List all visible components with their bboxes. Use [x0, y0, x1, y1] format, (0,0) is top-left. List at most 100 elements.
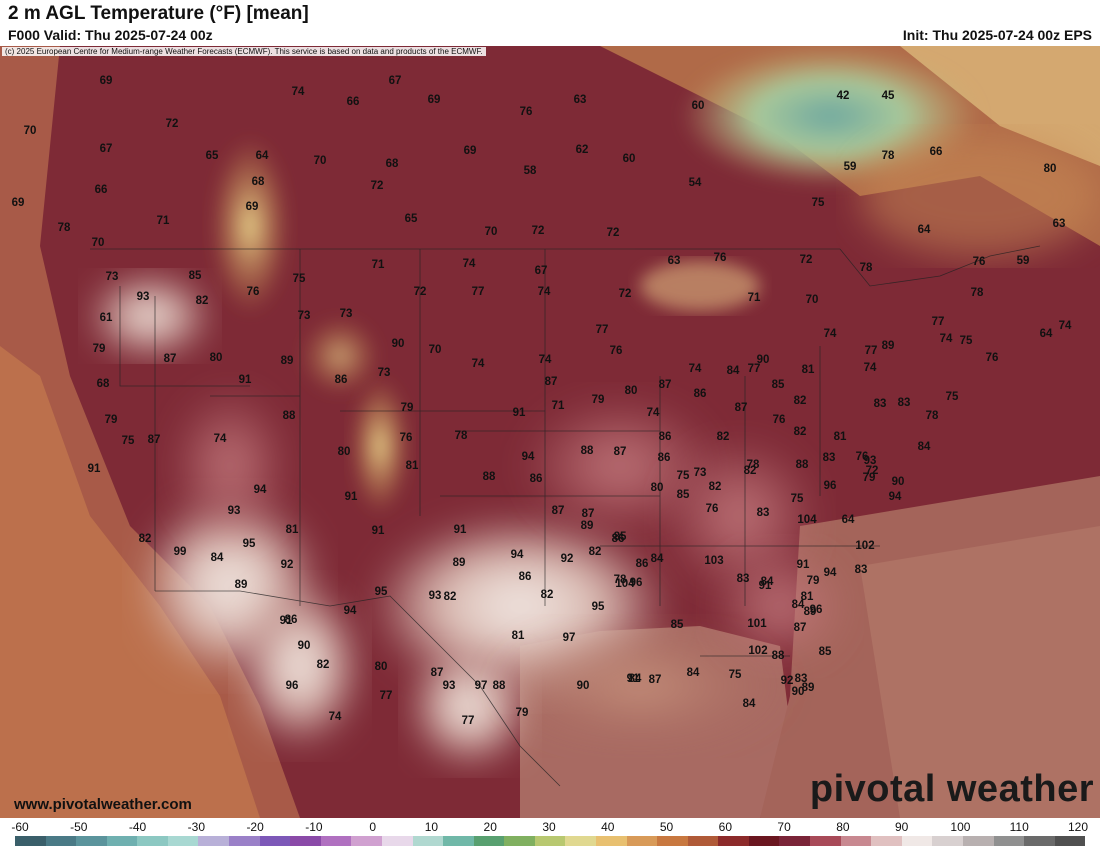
temperature-value: 88 [482, 471, 496, 483]
temperature-value: 70 [23, 125, 37, 137]
temperature-value: 68 [96, 378, 110, 390]
temperature-value: 63 [573, 94, 587, 106]
temperature-value: 69 [11, 197, 25, 209]
temperature-value: 74 [291, 86, 305, 98]
temperature-value: 78 [613, 574, 627, 586]
temperature-value: 74 [646, 407, 660, 419]
temperature-value: 74 [1058, 320, 1072, 332]
temperature-value: 86 [518, 571, 532, 583]
temperature-value: 73 [693, 467, 707, 479]
temperature-value: 74 [939, 333, 953, 345]
temperature-value: 90 [576, 680, 590, 692]
legend-color-swatch [901, 836, 933, 846]
legend-color-swatch [106, 836, 138, 846]
temperature-value: 79 [400, 402, 414, 414]
temperature-value: 65 [404, 213, 418, 225]
temperature-value: 84 [917, 441, 931, 453]
temperature-value: 99 [173, 546, 187, 558]
temperature-value: 91 [453, 524, 467, 536]
temperature-map[interactable]: (c) 2025 European Centre for Medium-rang… [0, 46, 1100, 818]
temperature-value: 76 [705, 503, 719, 515]
temperature-value: 93 [136, 291, 150, 303]
temperature-value: 91 [512, 407, 526, 419]
temperature-value: 82 [316, 659, 330, 671]
temperature-value: 78 [746, 459, 760, 471]
temperature-value: 78 [57, 222, 71, 234]
temperature-value: 76 [609, 345, 623, 357]
temperature-value: 75 [121, 435, 135, 447]
temperature-value: 60 [622, 153, 636, 165]
temperature-value: 63 [1052, 218, 1066, 230]
temperature-value: 83 [822, 452, 836, 464]
legend-tick-label: 110 [1009, 820, 1029, 834]
temperature-value: 88 [771, 650, 785, 662]
legend-tick-label: -30 [187, 820, 205, 834]
temperature-value: 78 [925, 410, 939, 422]
temperature-value: 72 [799, 254, 813, 266]
temperature-value: 90 [297, 640, 311, 652]
temperature-value: 72 [165, 118, 179, 130]
temperature-value: 66 [346, 96, 360, 108]
legend-tick-label: 40 [601, 820, 615, 834]
temperature-value: 89 [280, 355, 294, 367]
init-time: Init: Thu 2025-07-24 00z EPS [902, 27, 1092, 43]
legend-color-swatch [962, 836, 994, 846]
temperature-value: 91 [371, 525, 385, 537]
temperature-value: 80 [337, 446, 351, 458]
temperature-value: 80 [1043, 163, 1057, 175]
temperature-value: 64 [917, 224, 931, 236]
temperature-value: 84 [210, 552, 224, 564]
temperature-value: 94 [510, 549, 524, 561]
temperature-value: 85 [670, 619, 684, 631]
temperature-value: 76 [855, 451, 869, 463]
temperature-value: 91 [344, 491, 358, 503]
temperature-value: 71 [156, 215, 170, 227]
temperature-value: 75 [676, 470, 690, 482]
temperature-value: 83 [873, 398, 887, 410]
temperature-value: 59 [1016, 255, 1030, 267]
temperature-value: 72 [370, 180, 384, 192]
temperature-value: 76 [519, 106, 533, 118]
legend-tick-label: 70 [777, 820, 791, 834]
legend-color-swatch [748, 836, 780, 846]
temperature-value: 60 [691, 100, 705, 112]
temperature-value: 84 [650, 553, 664, 565]
temperature-value: 87 [430, 667, 444, 679]
temperature-value: 79 [862, 472, 876, 484]
temperature-value: 90 [791, 686, 805, 698]
temperature-value: 89 [803, 606, 817, 618]
temperature-value: 88 [492, 680, 506, 692]
temperature-value: 74 [823, 328, 837, 340]
temperature-value: 71 [371, 259, 385, 271]
temperature-value: 81 [800, 591, 814, 603]
temperature-value: 74 [863, 362, 877, 374]
legend-color-swatch [840, 836, 872, 846]
temperature-value: 96 [629, 577, 643, 589]
legend-tick-label: -50 [70, 820, 88, 834]
temperature-value: 95 [242, 538, 256, 550]
temperature-value: 72 [865, 465, 879, 477]
legend-color-swatch [534, 836, 566, 846]
temperature-value: 72 [606, 227, 620, 239]
temperature-value: 54 [688, 177, 702, 189]
legend-color-swatch [473, 836, 505, 846]
legend-color-swatch [15, 836, 46, 846]
legend-color-swatch [137, 836, 168, 846]
temperature-value: 85 [676, 489, 690, 501]
temperature-value: 85 [188, 270, 202, 282]
temperature-value: 77 [461, 715, 475, 727]
temperature-value: 79 [92, 343, 106, 355]
temperature-value: 69 [245, 201, 259, 213]
temperature-value: 45 [881, 90, 895, 102]
map-background [0, 46, 1100, 818]
temperature-value: 86 [611, 533, 625, 545]
temperature-value: 63 [667, 255, 681, 267]
temperature-value: 68 [251, 176, 265, 188]
temperature-value: 74 [462, 258, 476, 270]
temperature-value: 75 [790, 493, 804, 505]
temperature-value: 86 [284, 614, 298, 626]
temperature-value: 88 [282, 410, 296, 422]
legend-color-swatch [657, 836, 688, 846]
temperature-value: 82 [716, 431, 730, 443]
map-title: 2 m AGL Temperature (°F) [mean] [8, 3, 309, 24]
